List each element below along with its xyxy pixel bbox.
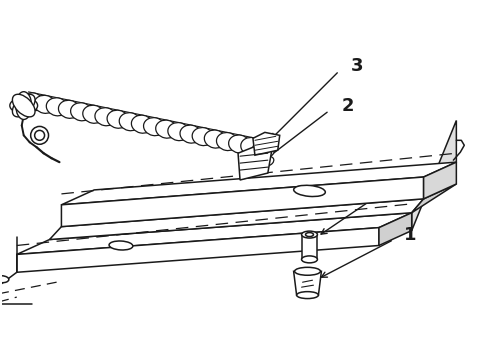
Ellipse shape bbox=[131, 115, 153, 133]
Polygon shape bbox=[294, 271, 321, 295]
Ellipse shape bbox=[253, 140, 274, 158]
Text: 3: 3 bbox=[351, 57, 364, 75]
Polygon shape bbox=[17, 213, 412, 255]
Ellipse shape bbox=[16, 92, 32, 120]
Polygon shape bbox=[301, 235, 318, 260]
Text: 2: 2 bbox=[341, 96, 354, 114]
Ellipse shape bbox=[294, 185, 325, 197]
Ellipse shape bbox=[168, 123, 190, 141]
Ellipse shape bbox=[254, 150, 267, 164]
Ellipse shape bbox=[12, 94, 35, 117]
Ellipse shape bbox=[71, 103, 92, 121]
Ellipse shape bbox=[107, 110, 129, 128]
Ellipse shape bbox=[253, 146, 264, 162]
Ellipse shape bbox=[12, 94, 35, 117]
Polygon shape bbox=[412, 121, 456, 231]
Ellipse shape bbox=[180, 125, 201, 143]
Ellipse shape bbox=[204, 130, 226, 148]
Polygon shape bbox=[253, 132, 280, 155]
Ellipse shape bbox=[0, 276, 9, 283]
Ellipse shape bbox=[109, 241, 133, 250]
Ellipse shape bbox=[58, 100, 80, 118]
Ellipse shape bbox=[83, 105, 104, 123]
Ellipse shape bbox=[46, 98, 68, 116]
Ellipse shape bbox=[10, 98, 38, 113]
Ellipse shape bbox=[241, 138, 262, 156]
Ellipse shape bbox=[258, 156, 274, 167]
Polygon shape bbox=[17, 228, 379, 272]
Polygon shape bbox=[424, 162, 456, 199]
Ellipse shape bbox=[294, 267, 320, 275]
Ellipse shape bbox=[119, 113, 141, 131]
Ellipse shape bbox=[144, 118, 165, 136]
Ellipse shape bbox=[256, 154, 270, 166]
Ellipse shape bbox=[217, 132, 238, 150]
Polygon shape bbox=[412, 184, 456, 213]
Text: 4: 4 bbox=[389, 181, 401, 199]
Polygon shape bbox=[61, 162, 456, 205]
Ellipse shape bbox=[22, 93, 44, 111]
Circle shape bbox=[31, 126, 49, 144]
Ellipse shape bbox=[192, 127, 214, 145]
Ellipse shape bbox=[301, 256, 318, 263]
Ellipse shape bbox=[34, 95, 56, 113]
Ellipse shape bbox=[296, 292, 318, 298]
Ellipse shape bbox=[95, 108, 117, 126]
Ellipse shape bbox=[301, 231, 318, 238]
Polygon shape bbox=[49, 199, 424, 239]
Polygon shape bbox=[61, 177, 424, 227]
Ellipse shape bbox=[229, 135, 250, 153]
Polygon shape bbox=[238, 145, 272, 180]
Ellipse shape bbox=[253, 142, 263, 158]
Text: 1: 1 bbox=[404, 226, 416, 244]
Polygon shape bbox=[379, 213, 412, 246]
Ellipse shape bbox=[156, 120, 177, 138]
